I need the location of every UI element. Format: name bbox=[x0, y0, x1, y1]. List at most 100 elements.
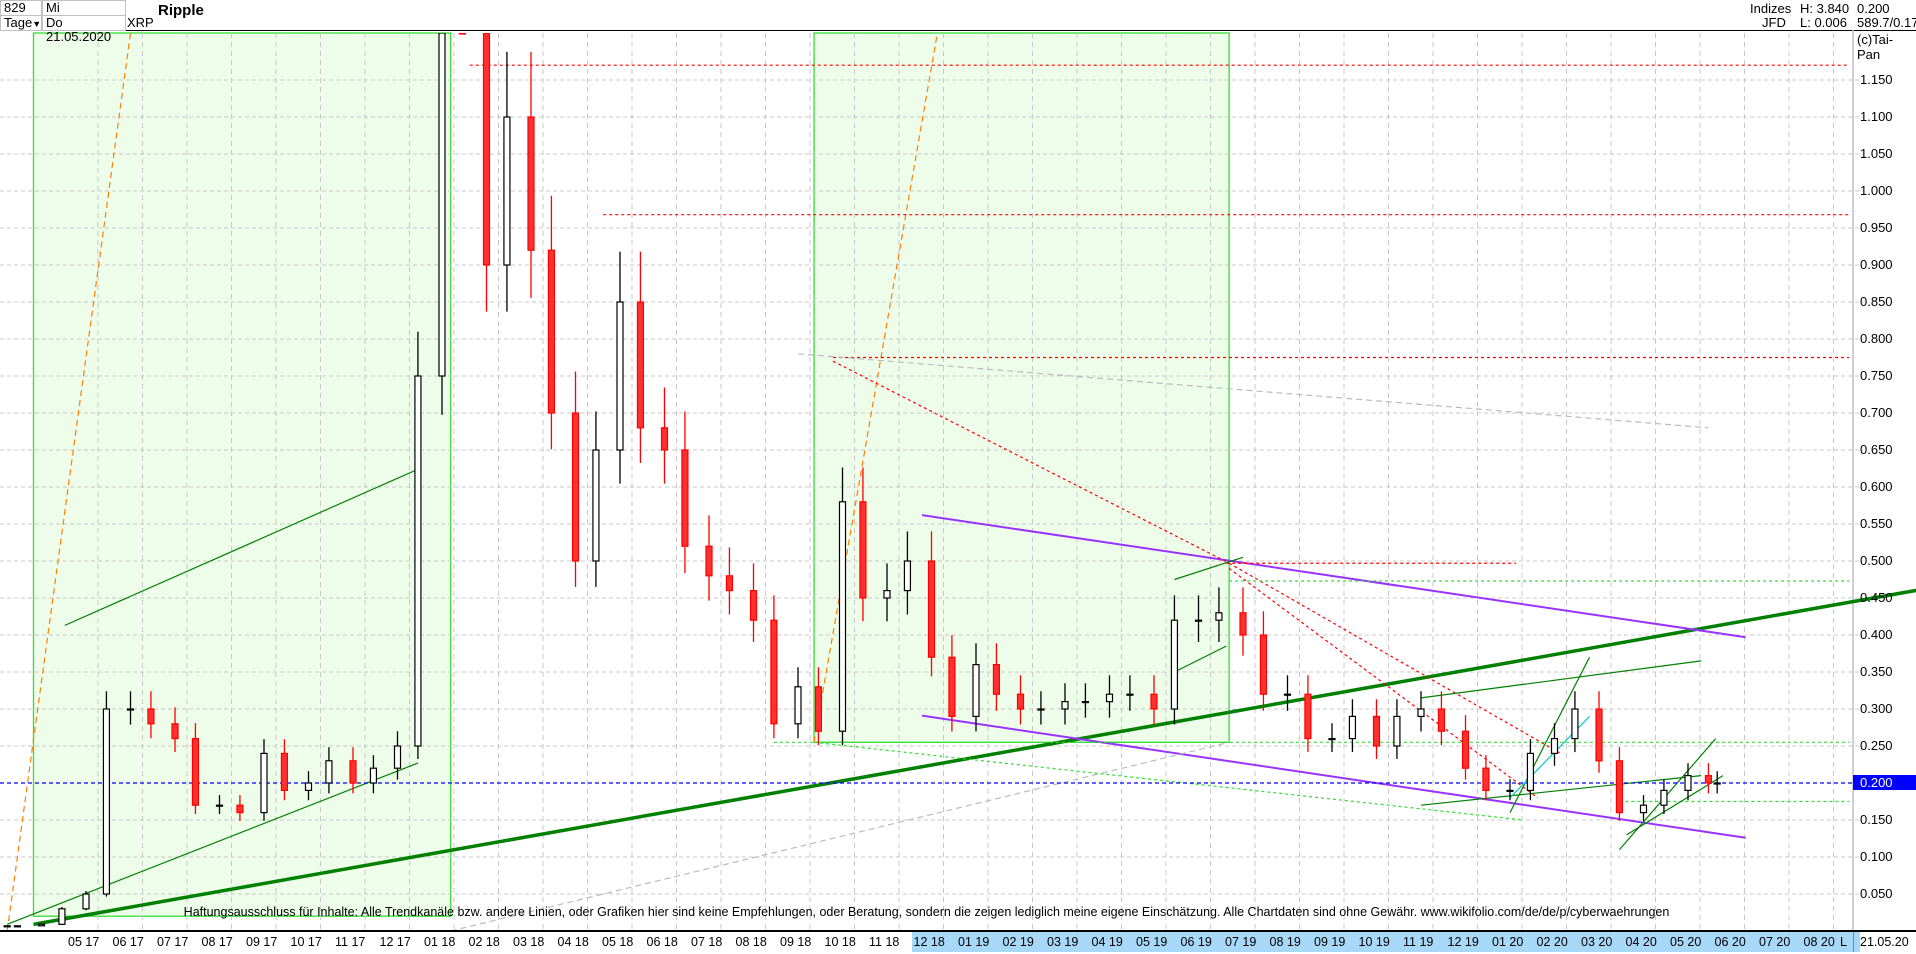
candle-body bbox=[592, 449, 600, 562]
y-tick-label: 0.600 bbox=[1860, 479, 1893, 494]
annotation-line-channel bbox=[921, 514, 1746, 639]
end-date[interactable]: Do 21.05.2020 bbox=[42, 15, 126, 44]
candle-body bbox=[82, 893, 90, 910]
candle-body bbox=[770, 619, 778, 725]
axis-highlight bbox=[911, 932, 1860, 952]
x-tick-label: 05 18 bbox=[602, 935, 634, 949]
candle-body bbox=[749, 589, 758, 621]
y-tick-label: 0.100 bbox=[1860, 849, 1893, 864]
low-value: L: 0.006 bbox=[1800, 15, 1847, 30]
chevron-down-icon: ▼ bbox=[32, 19, 42, 29]
candle-body bbox=[616, 301, 624, 451]
candle-body bbox=[1639, 804, 1648, 814]
x-tick-label: 02 18 bbox=[468, 935, 500, 949]
candle-body bbox=[1595, 708, 1603, 762]
bars-count: 829 bbox=[4, 0, 26, 15]
source: JFD bbox=[1762, 15, 1786, 30]
candle-body bbox=[1461, 730, 1470, 769]
y-tick-label: 0.950 bbox=[1860, 220, 1893, 235]
annotation-line-resistance bbox=[1228, 567, 1539, 799]
x-tick-label: 04 18 bbox=[557, 935, 589, 949]
copyright: (c)Tai-Pan bbox=[1857, 32, 1894, 62]
x-tick-label: 03 18 bbox=[513, 935, 545, 949]
y-tick-label: 0.400 bbox=[1860, 627, 1893, 642]
candle-body bbox=[1259, 634, 1268, 695]
x-tick-label: 06 19 bbox=[1180, 935, 1212, 949]
candle-body bbox=[393, 745, 402, 769]
candle-body bbox=[260, 752, 268, 814]
candle-body bbox=[660, 427, 669, 451]
candle-body bbox=[236, 804, 244, 814]
candle-body bbox=[1393, 715, 1401, 747]
candle-body bbox=[482, 33, 491, 266]
x-tick-label: 08 19 bbox=[1269, 935, 1301, 949]
y-tick-label: 0.700 bbox=[1860, 405, 1893, 420]
candle-body bbox=[1348, 715, 1357, 740]
candle-body bbox=[1239, 612, 1247, 636]
candle-body bbox=[1215, 612, 1223, 621]
period: Tage bbox=[4, 15, 33, 30]
y-tick-label: 0.650 bbox=[1860, 442, 1893, 457]
candle-body bbox=[1526, 752, 1535, 792]
x-tick-label: 05 19 bbox=[1136, 935, 1168, 949]
candle-body bbox=[1105, 693, 1114, 703]
annotation-line-channel bbox=[1626, 775, 1724, 836]
candle-body bbox=[972, 663, 980, 717]
x-tick-label: 10 17 bbox=[290, 935, 322, 949]
top-border bbox=[0, 30, 1916, 31]
candle-body bbox=[58, 908, 66, 925]
x-tick-label: 10 19 bbox=[1358, 935, 1390, 949]
candle-body bbox=[325, 760, 333, 784]
x-tick-label: 06 17 bbox=[112, 935, 144, 949]
candle-body bbox=[147, 708, 155, 725]
y-tick-label: 0.500 bbox=[1860, 553, 1893, 568]
y-tick-label: 0.900 bbox=[1860, 257, 1893, 272]
x-tick-label: 02 19 bbox=[1002, 935, 1034, 949]
bars-count-select[interactable]: 829 ▼ bbox=[0, 0, 42, 28]
y-tick-label: 1.000 bbox=[1860, 183, 1893, 198]
start-date[interactable]: Mi 08.03.2017 bbox=[42, 0, 126, 29]
x-tick-label: 06 18 bbox=[646, 935, 678, 949]
x-tick-label: 08 20 bbox=[1803, 935, 1835, 949]
annotation-line-trend-thick bbox=[33, 588, 1916, 927]
candle-body bbox=[1482, 767, 1490, 792]
candle-body bbox=[527, 116, 535, 251]
candle-body bbox=[349, 760, 357, 784]
candle-body bbox=[705, 545, 713, 577]
candle-body bbox=[1704, 774, 1713, 784]
date-axis[interactable]: 05 17 06 17 07 17 08 17 09 17 10 17 11 17 12 17… bbox=[0, 930, 1916, 954]
x-tick-label: 07 18 bbox=[691, 935, 723, 949]
candle-body bbox=[13, 925, 22, 928]
annotation-line-channel bbox=[921, 714, 1746, 839]
candle-body bbox=[1150, 693, 1158, 710]
annotation-line-channel bbox=[1618, 738, 1717, 850]
x-tick-label: 07 20 bbox=[1759, 935, 1791, 949]
candle-body bbox=[191, 737, 200, 806]
current-date: 21.05.20 bbox=[1860, 935, 1909, 949]
x-tick-label: 02 20 bbox=[1536, 935, 1568, 949]
candle-body bbox=[438, 33, 446, 377]
candle-body bbox=[102, 708, 111, 895]
x-tick-label: 09 18 bbox=[780, 935, 812, 949]
y-tick-label: 0.250 bbox=[1860, 738, 1893, 753]
candle-body bbox=[681, 449, 689, 547]
x-tick-label: 08 18 bbox=[735, 935, 767, 949]
x-tick-label: 03 20 bbox=[1581, 935, 1613, 949]
period-select[interactable]: Tage▼ bbox=[0, 15, 42, 31]
y-tick-label: 1.100 bbox=[1860, 109, 1893, 124]
candle-body bbox=[1328, 737, 1336, 741]
x-tick-label: 08 17 bbox=[201, 935, 233, 949]
x-tick-label: 05 20 bbox=[1670, 935, 1702, 949]
scale-mode[interactable]: L bbox=[1840, 935, 1847, 949]
symbol: XRP bbox=[127, 15, 154, 30]
x-tick-label: 03 19 bbox=[1047, 935, 1079, 949]
candle-body bbox=[992, 663, 1001, 695]
annotation-line-channel bbox=[6, 762, 419, 925]
x-tick-label: 12 19 bbox=[1447, 935, 1479, 949]
y-tick-label: 0.350 bbox=[1860, 664, 1893, 679]
annotation-line-channel bbox=[1509, 656, 1591, 813]
candle-body bbox=[948, 656, 956, 718]
y-tick-label: 1.050 bbox=[1860, 146, 1893, 161]
candle-body bbox=[1550, 737, 1559, 754]
